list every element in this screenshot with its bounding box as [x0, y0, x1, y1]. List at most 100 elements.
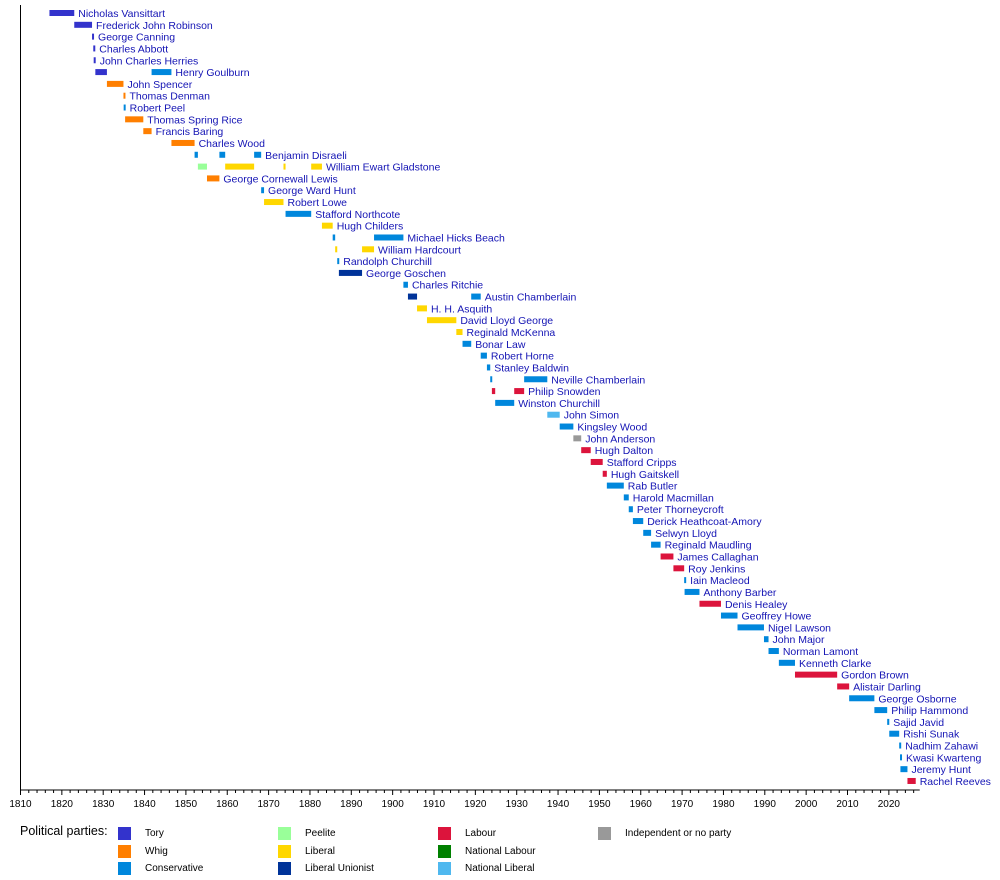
chancellor-label: Hugh Gaitskell: [611, 469, 679, 481]
term-bar: [407, 293, 418, 300]
chancellor-label: George Canning: [98, 32, 175, 44]
legend-swatch: [118, 862, 131, 875]
term-bar: [899, 742, 902, 749]
chancellor-label: John Spencer: [127, 79, 192, 91]
term-bar: [559, 423, 574, 430]
chancellor-label: Norman Lamont: [783, 646, 858, 658]
term-bar: [837, 683, 850, 690]
chancellor-label: Francis Baring: [156, 126, 224, 138]
chancellor-label: Iain Macleod: [690, 575, 750, 587]
term-bar: [92, 33, 95, 40]
chancellor-label: Rishi Sunak: [903, 729, 960, 741]
chancellor-label: Kwasi Kwarteng: [906, 752, 981, 764]
term-bar: [283, 163, 286, 170]
legend-swatch: [118, 827, 131, 840]
term-bar: [778, 659, 795, 666]
chancellor-label: Nadhim Zahawi: [905, 741, 978, 753]
term-bar: [480, 352, 487, 359]
chancellor-label: John Anderson: [585, 433, 655, 445]
legend-label: Liberal Unionist: [305, 863, 374, 874]
term-bar: [737, 624, 764, 631]
chancellor-label: Kenneth Clarke: [799, 658, 872, 670]
x-tick-label: 1980: [712, 799, 735, 810]
legend-item: Conservative: [118, 862, 203, 875]
term-bar: [660, 553, 674, 560]
chancellor-label: Derick Heathcoat-Amory: [647, 516, 762, 528]
term-bar: [125, 116, 144, 123]
chancellor-label: Gordon Brown: [841, 670, 909, 682]
chancellor-label: Charles Ritchie: [412, 280, 483, 292]
x-tick-label: 1880: [299, 799, 322, 810]
legend-label: Tory: [145, 828, 164, 839]
legend-item: Independent or no party: [598, 827, 731, 840]
term-bar: [643, 529, 652, 536]
term-bar: [143, 128, 152, 135]
term-bar: [900, 754, 903, 761]
x-tick-label: 1890: [340, 799, 363, 810]
chancellor-label: Austin Chamberlain: [485, 292, 577, 304]
chancellor-label: Jeremy Hunt: [911, 764, 971, 776]
chancellor-label: William Ewart Gladstone: [326, 162, 441, 174]
term-bar: [907, 777, 916, 784]
x-tick-label: 1830: [92, 799, 115, 810]
term-bar: [321, 222, 333, 229]
chancellor-label: Bonar Law: [475, 339, 526, 351]
x-tick-label: 1810: [9, 799, 32, 810]
term-bar: [471, 293, 481, 300]
term-bar: [628, 506, 633, 513]
chancellor-label: Thomas Spring Rice: [147, 114, 242, 126]
x-tick-label: 1930: [506, 799, 529, 810]
legend-item: Liberal: [278, 845, 335, 858]
legend-label: Whig: [145, 846, 168, 857]
chancellor-label: Philip Hammond: [891, 705, 968, 717]
term-bar: [651, 541, 661, 548]
x-tick-label: 2010: [836, 799, 859, 810]
chancellor-label: Anthony Barber: [703, 587, 776, 599]
chancellor-label: George Goschen: [366, 268, 446, 280]
term-bar: [225, 163, 255, 170]
x-tick-label: 1960: [630, 799, 653, 810]
chancellor-label: Stafford Northcote: [315, 209, 400, 221]
chancellor-label: Robert Horne: [491, 351, 554, 363]
term-bar: [720, 612, 738, 619]
chancellor-label: James Callaghan: [677, 551, 758, 563]
term-bar: [462, 340, 472, 347]
term-bar: [403, 281, 408, 288]
x-tick-label: 1870: [257, 799, 280, 810]
term-bar: [123, 104, 126, 111]
term-bar: [684, 577, 687, 584]
chancellor-label: H. H. Asquith: [431, 303, 492, 315]
term-bar: [335, 246, 338, 253]
chancellor-label: Frederick John Robinson: [96, 20, 213, 32]
legend-label: National Liberal: [465, 863, 535, 874]
term-bar: [74, 21, 93, 28]
term-bar: [602, 470, 607, 477]
term-bar: [581, 447, 591, 454]
term-bar: [900, 766, 908, 773]
chancellor-label: Michael Hicks Beach: [407, 232, 505, 244]
term-bar: [684, 588, 700, 595]
chancellor-label: Philip Snowden: [528, 386, 601, 398]
x-tick-label: 1900: [382, 799, 405, 810]
legend-label: Independent or no party: [625, 828, 732, 839]
chancellor-label: Sajid Javid: [893, 717, 944, 729]
legend-label: National Labour: [465, 846, 536, 857]
legend-item: Liberal Unionist: [278, 862, 374, 875]
chancellor-label: Peter Thorneycroft: [637, 504, 724, 516]
term-bar: [194, 151, 198, 158]
term-bar: [264, 199, 284, 206]
legend-item: Tory: [118, 827, 164, 840]
term-bar: [374, 234, 404, 241]
chancellor-label: Nicholas Vansittart: [78, 8, 165, 20]
legend-swatch: [278, 827, 291, 840]
term-bar: [95, 69, 107, 76]
chancellor-label: John Charles Herries: [100, 55, 199, 67]
x-tick-label: 1950: [588, 799, 611, 810]
chancellor-label: Roy Jenkins: [688, 563, 745, 575]
term-bar: [673, 565, 685, 572]
chancellor-label: Selwyn Lloyd: [655, 528, 717, 540]
x-tick-label: 1940: [547, 799, 570, 810]
term-bar: [311, 163, 322, 170]
x-tick-label: 1920: [464, 799, 487, 810]
term-bar: [699, 600, 721, 607]
